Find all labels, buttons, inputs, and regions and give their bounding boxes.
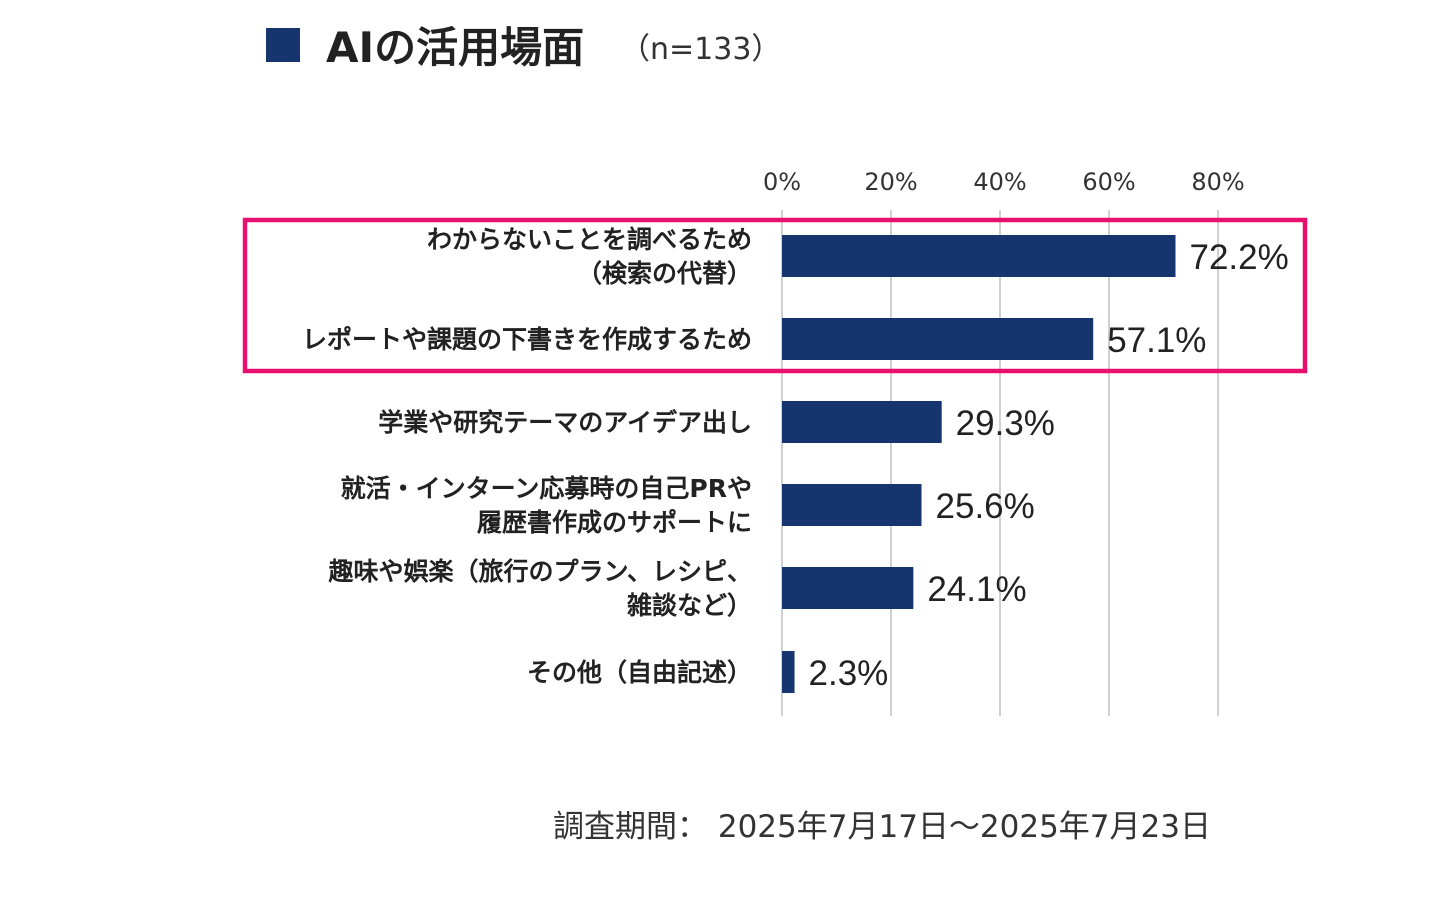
bar	[782, 318, 1094, 360]
grid-lines	[781, 210, 1219, 716]
value-label: 57.1%	[1107, 321, 1206, 360]
value-label: 29.3%	[956, 404, 1055, 443]
category-label: わからないことを調べるため	[427, 225, 752, 254]
x-tick-label: 0%	[763, 168, 801, 196]
x-tick-label: 40%	[973, 168, 1026, 196]
value-label: 2.3%	[809, 654, 889, 693]
survey-period-note: 調査期間： 2025年7月17日～2025年7月23日	[553, 809, 1211, 845]
bars	[782, 235, 1176, 693]
x-axis-tick-labels: 0% 20% 40% 60% 80%	[763, 168, 1245, 196]
chart-title: AIの活用場面	[326, 23, 585, 72]
chart-subtitle: （n=133）	[620, 32, 782, 67]
category-label: 履歴書作成のサポートに	[477, 508, 752, 537]
category-label: その他（自由記述）	[527, 658, 752, 687]
category-label: 雑談など）	[626, 591, 752, 620]
category-label: 学業や研究テーマのアイデア出し	[378, 408, 752, 437]
value-labels: 72.2% 57.1% 29.3% 25.6% 24.1% 2.3%	[809, 238, 1289, 693]
category-labels: わからないことを調べるため （検索の代替） レポートや課題の下書きを作成するため学業…	[302, 225, 752, 687]
category-label: （検索の代替）	[577, 259, 752, 288]
title-marker	[266, 28, 300, 62]
value-label: 24.1%	[927, 570, 1026, 609]
bar	[782, 651, 795, 693]
bar	[782, 401, 942, 443]
bar	[782, 235, 1176, 277]
category-label: 就活・インターン応募時の自己PRや	[341, 474, 752, 503]
x-tick-label: 20%	[864, 168, 917, 196]
highlight-box	[242, 217, 1308, 374]
value-label: 25.6%	[936, 487, 1035, 526]
category-label: レポートや課題の下書きを作成するため	[302, 325, 752, 354]
x-tick-label: 80%	[1191, 168, 1244, 196]
bar	[782, 567, 914, 609]
bar	[782, 484, 922, 526]
category-label: 趣味や娯楽（旅行のプラン、レシピ、	[327, 557, 752, 586]
value-label: 72.2%	[1189, 238, 1288, 277]
x-tick-label: 60%	[1082, 168, 1135, 196]
